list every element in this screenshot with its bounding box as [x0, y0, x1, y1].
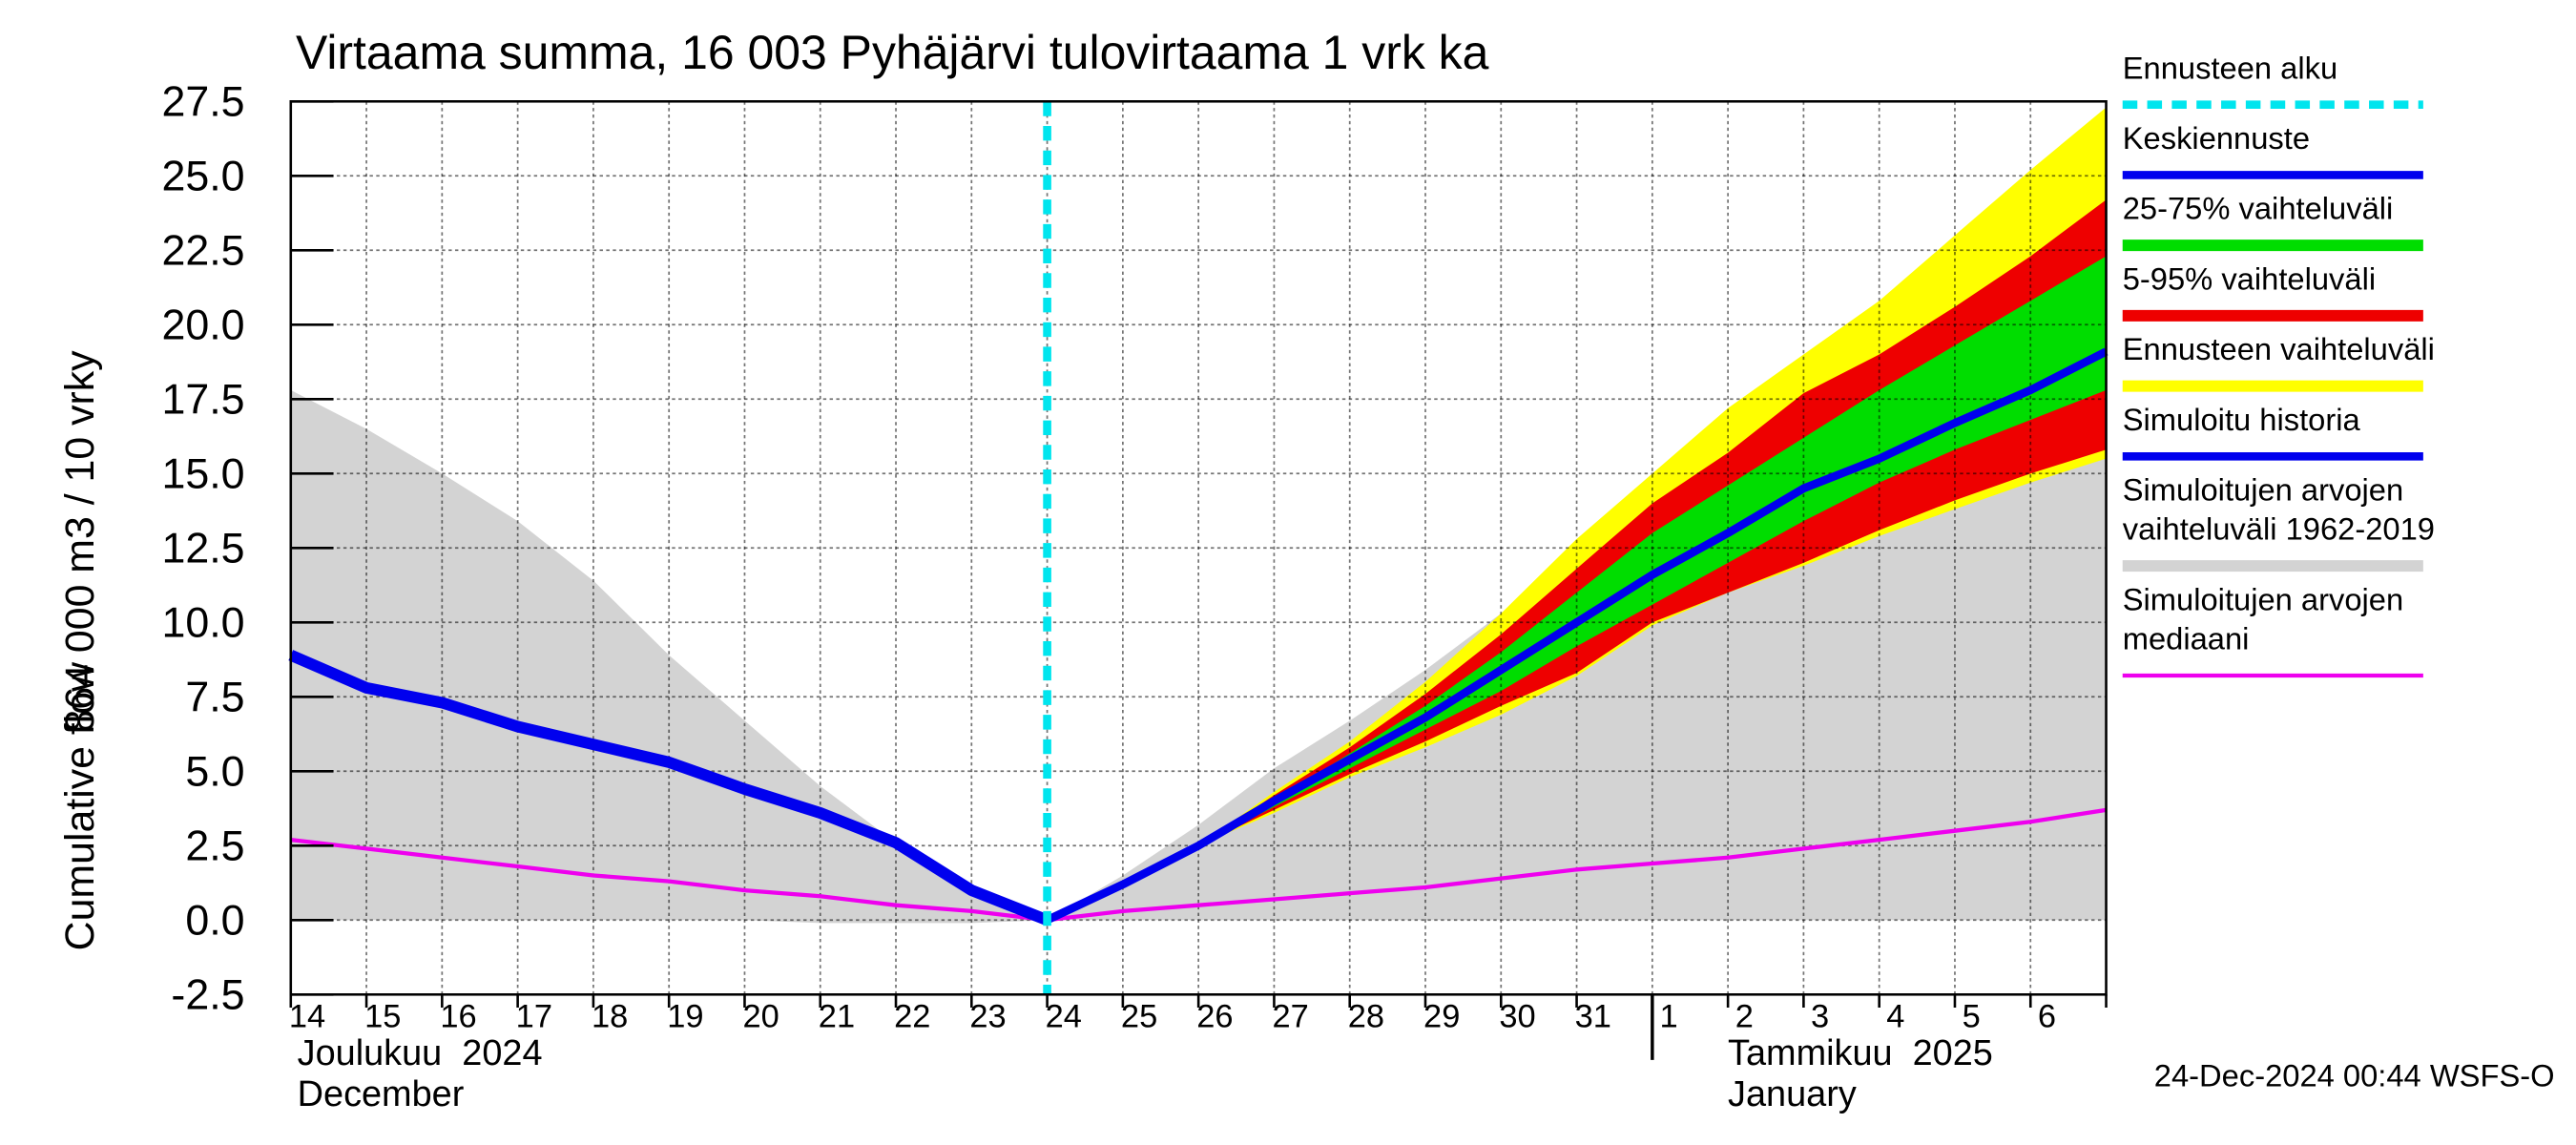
- x-tick-label: 28: [1348, 999, 1384, 1035]
- y-tick-label: 27.5: [161, 79, 244, 126]
- legend-label: Simuloitujen arvojen mediaani: [2123, 581, 2403, 656]
- y-tick-label: 25.0: [161, 154, 244, 200]
- y-tick-label: 10.0: [161, 600, 244, 647]
- series-line: [290, 807, 2107, 923]
- x-tick-label: 3: [1811, 999, 1829, 1035]
- x-tick-label: 15: [364, 999, 401, 1035]
- x-tick-label: 18: [592, 999, 628, 1035]
- x-tick-label: 22: [894, 999, 930, 1035]
- y-tick-label: 0.0: [185, 898, 244, 945]
- x-tick-label: 21: [819, 999, 855, 1035]
- footer: 24-Dec-2024 00:44 WSFS-O: [2154, 1057, 2555, 1093]
- y-axis-label: 864 000 m3 / 10 vrky: [57, 350, 103, 733]
- x-tick-label: 16: [440, 999, 476, 1035]
- y-tick-label: 12.5: [161, 526, 244, 572]
- range-band: [290, 271, 2107, 924]
- x-tick-label: 30: [1499, 999, 1535, 1035]
- y-tick-label: 22.5: [161, 228, 244, 275]
- legend-label: Ennusteen alku: [2123, 50, 2337, 85]
- x-tick-label: 19: [667, 999, 703, 1035]
- legend-label: 5-95% vaihteluväli: [2123, 260, 2376, 296]
- legend-label: Ennusteen vaihteluväli: [2123, 331, 2435, 366]
- month-label: Tammikuu 2025: [1728, 1033, 1993, 1073]
- x-tick-label: 17: [516, 999, 552, 1035]
- y-tick-label: 20.0: [161, 302, 244, 349]
- legend-label: Keskiennuste: [2123, 120, 2310, 156]
- x-tick-label: 20: [743, 999, 779, 1035]
- x-tick-label: 25: [1121, 999, 1157, 1035]
- series-line: [1045, 347, 2109, 925]
- month-label: January: [1728, 1074, 1857, 1114]
- range-band: [1047, 256, 2107, 921]
- x-tick-label: 26: [1196, 999, 1233, 1035]
- legend-label: 25-75% vaihteluväli: [2123, 191, 2394, 226]
- series-line: [288, 650, 1049, 926]
- x-tick-label: 31: [1575, 999, 1611, 1035]
- month-label: December: [298, 1074, 465, 1114]
- x-tick-label: 2: [1735, 999, 1754, 1035]
- x-tick-label: 6: [2038, 999, 2056, 1035]
- x-tick-label: 23: [969, 999, 1006, 1035]
- legend-label: Simuloitujen arvojen vaihteluväli 1962-20…: [2123, 472, 2435, 547]
- x-tick-label: 14: [289, 999, 325, 1035]
- y-tick-label: 5.0: [185, 749, 244, 796]
- x-tick-label: 29: [1423, 999, 1460, 1035]
- range-band: [1047, 199, 2107, 921]
- x-tick-label: 24: [1046, 999, 1082, 1035]
- x-tick-label: 1: [1659, 999, 1677, 1035]
- y-axis-label: Cumulative flow: [57, 661, 103, 950]
- legend-label: Simuloitu historia: [2123, 402, 2361, 437]
- y-tick-label: 7.5: [185, 675, 244, 721]
- y-tick-label: -2.5: [171, 972, 244, 1019]
- y-tick-label: 15.0: [161, 451, 244, 498]
- y-tick-label: 2.5: [185, 823, 244, 870]
- x-tick-label: 4: [1886, 999, 1904, 1035]
- x-tick-label: 27: [1273, 999, 1309, 1035]
- x-tick-label: 5: [1963, 999, 1981, 1035]
- y-tick-label: 17.5: [161, 377, 244, 424]
- month-label: Joulukuu 2024: [298, 1033, 543, 1073]
- chart-title: Virtaama summa, 16 003 Pyhäjärvi tulovir…: [296, 26, 1489, 79]
